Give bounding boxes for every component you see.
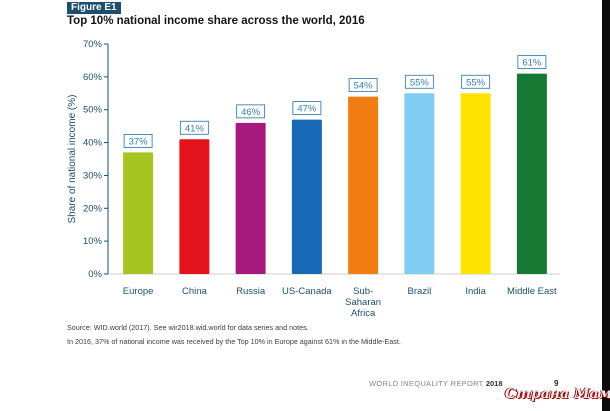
bar [404,93,435,275]
category-label-line: Middle East [507,286,557,297]
category-label: Middle East [507,286,557,297]
source-note: Source: WID.world (2017). See wir2018.wi… [67,323,309,332]
y-tick-label: 0% [88,269,102,280]
value-label-box [404,74,434,89]
value-label: 46% [241,107,261,118]
value-label: 54% [354,81,374,92]
y-tick-label: 60% [83,72,103,83]
bar [460,93,491,275]
value-label-box [461,74,491,89]
category-label-line: Saharan [345,297,381,308]
figure-caption: In 2016, 37% of national income was rece… [67,337,401,346]
value-label: 47% [297,104,317,115]
value-label-box [517,55,547,70]
value-label-box [179,120,209,135]
category-label-line: Russia [236,286,266,297]
bar [348,96,379,274]
category-label: US-Canada [282,286,332,297]
category-label-line: Sub- [353,286,373,297]
category-label-line: Africa [351,308,376,319]
bar [516,73,547,274]
page-number: 9 [554,379,559,388]
watermark-logo: Страна Мам [505,386,610,402]
bar [123,152,154,274]
category-label-line: China [182,286,208,297]
y-tick-label: 30% [83,170,103,181]
value-label-box [236,104,266,119]
category-label: Europe [123,286,154,297]
y-axis-title: Share of national income (%) [67,95,78,224]
value-label-box [123,133,153,148]
category-label: Brazil [407,286,431,297]
value-label-box [292,101,322,116]
category-label-line: US-Canada [282,286,332,297]
category-label: Russia [236,286,266,297]
bar [179,139,210,274]
value-label-box [348,78,378,93]
y-tick-label: 40% [83,138,103,149]
value-label: 55% [466,77,486,88]
category-label-line: Brazil [407,286,431,297]
bar-chart: 0% 10% 20% 30% 40% 50% 60% 70% Share of national… [67,39,560,319]
value-label: 55% [410,77,430,88]
category-label: Sub-Saharan Africa [345,286,381,319]
category-label: India [465,286,486,297]
value-label: 61% [522,58,542,69]
y-tick-label: 70% [83,39,103,50]
value-label: 41% [185,123,205,134]
figure-title: Top 10% national income share across the… [67,15,365,27]
y-tick-label: 20% [83,203,103,214]
bar [291,119,322,274]
category-label-line: India [465,286,486,297]
category-label: China [182,286,208,297]
report-year: 2018 [485,379,503,388]
y-tick-label: 10% [83,236,103,247]
report-name: WORLD INEQUALITY REPORT [369,379,484,388]
figure-label: Figure E1 [67,2,121,14]
report-footer: WORLD INEQUALITY REPORT 2018 [369,379,503,388]
value-label: 37% [129,136,149,147]
y-tick-label: 50% [83,105,103,116]
category-label-line: Europe [123,286,154,297]
bar [235,122,266,274]
